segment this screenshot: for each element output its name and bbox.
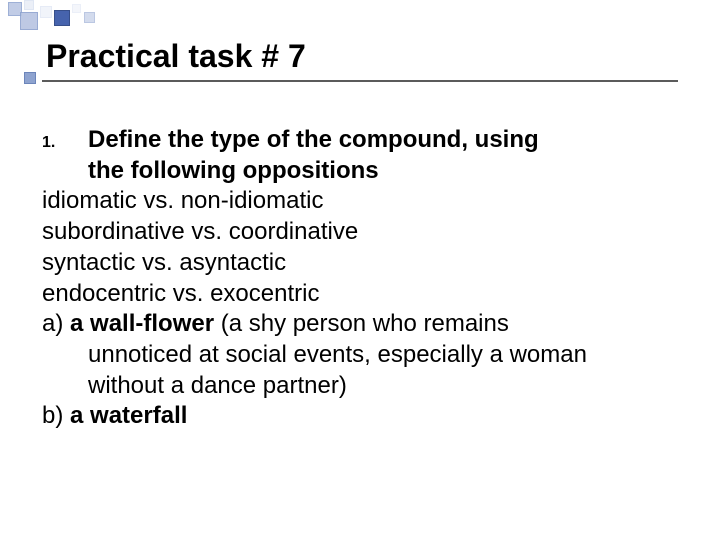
- list-number: 1.: [42, 133, 88, 153]
- slide: Practical task # 7 1. Define the type of…: [0, 0, 720, 540]
- example-definition: unnoticed at social events, especially a…: [88, 340, 678, 371]
- bullet-square-icon: [24, 72, 36, 84]
- page-title: Practical task # 7: [46, 38, 678, 75]
- deco-square-icon: [72, 4, 81, 13]
- deco-square-icon: [84, 12, 95, 23]
- opposition-line: idiomatic vs. non-idiomatic: [42, 186, 678, 217]
- example-a: a) a wall-flower (a shy person who remai…: [42, 309, 678, 340]
- example-definition: without a dance partner): [88, 371, 678, 402]
- deco-square-icon: [40, 6, 52, 18]
- example-label: a): [42, 310, 70, 337]
- instruction-line: the following oppositions: [88, 156, 678, 187]
- deco-square-icon: [20, 12, 38, 30]
- deco-square-icon: [24, 0, 34, 10]
- list-item: 1. Define the type of the compound, usin…: [42, 125, 678, 156]
- opposition-line: syntactic vs. asyntactic: [42, 248, 678, 279]
- opposition-line: endocentric vs. exocentric: [42, 279, 678, 310]
- instruction-line: Define the type of the compound, using: [88, 125, 539, 156]
- title-underline: [42, 80, 678, 82]
- deco-square-icon: [54, 10, 70, 26]
- corner-decoration: [0, 0, 140, 28]
- example-definition: (a shy person who remains: [214, 310, 509, 337]
- body-text: 1. Define the type of the compound, usin…: [42, 125, 678, 432]
- example-b: b) a waterfall: [42, 401, 678, 432]
- example-term: a wall-flower: [70, 310, 214, 337]
- opposition-line: subordinative vs. coordinative: [42, 217, 678, 248]
- example-term: a waterfall: [70, 402, 187, 429]
- example-label: b): [42, 402, 70, 429]
